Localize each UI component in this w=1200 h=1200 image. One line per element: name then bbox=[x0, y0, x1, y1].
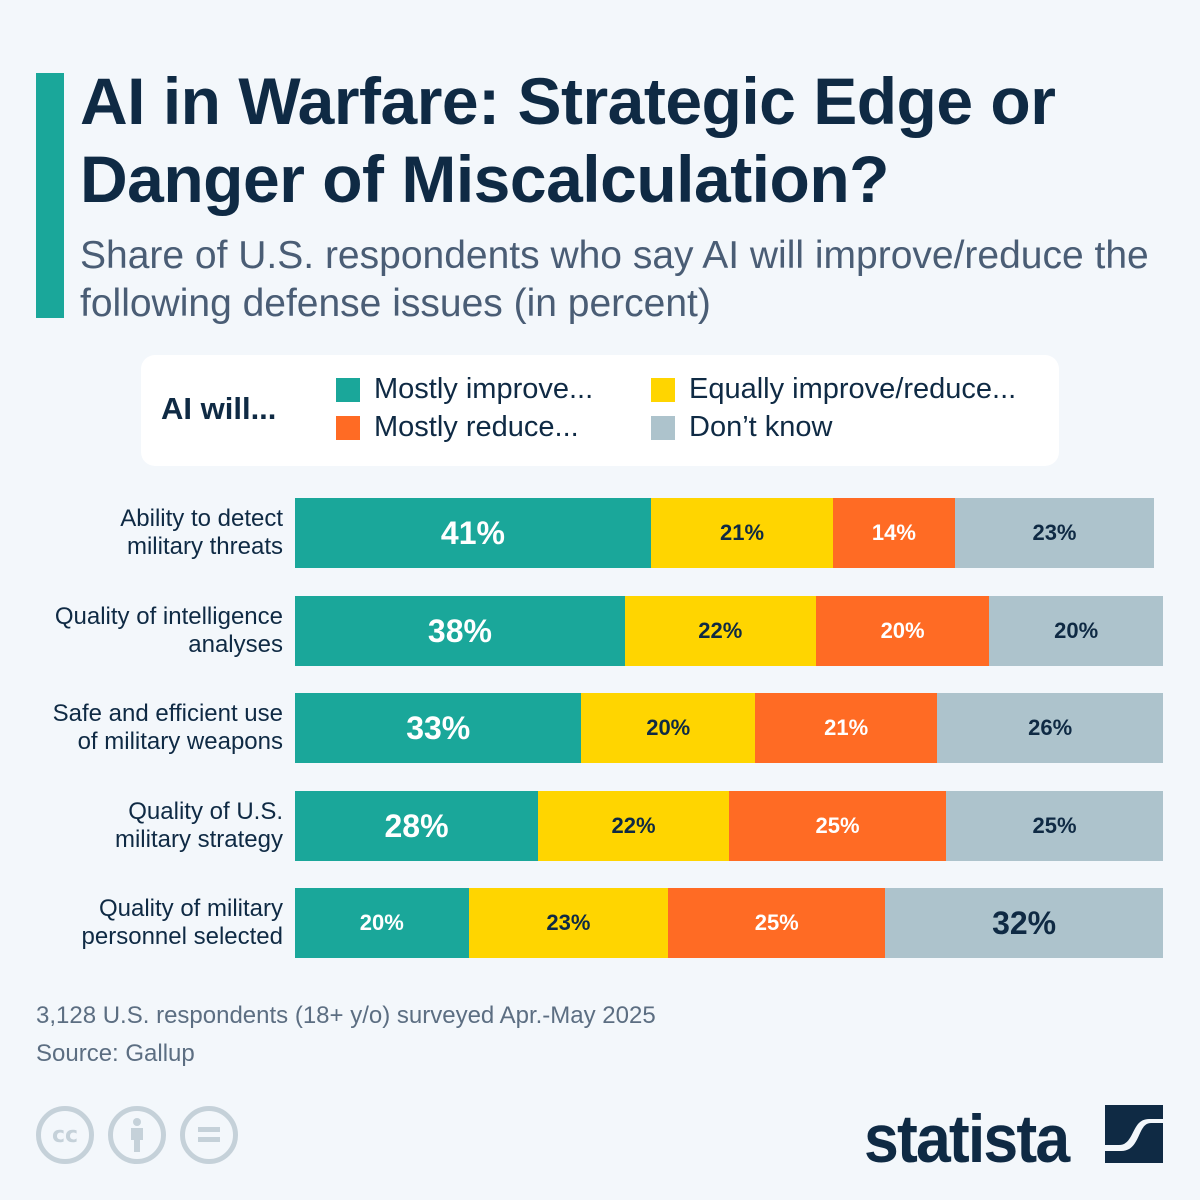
data-label: 20% bbox=[646, 715, 691, 740]
category-label-line: Quality of military bbox=[98, 895, 283, 922]
legend-swatch bbox=[651, 377, 675, 402]
bar-segment: 28% bbox=[295, 791, 539, 861]
bar-segment: 41% bbox=[295, 498, 651, 568]
legend-title: AI will... bbox=[161, 391, 277, 426]
page-title: AI in Warfare: Strategic Edge or Danger … bbox=[80, 64, 1056, 216]
data-label: 20% bbox=[359, 910, 404, 935]
data-label: 33% bbox=[406, 709, 471, 746]
bar-segment: 38% bbox=[295, 596, 625, 666]
page-subtitle: Share of U.S. respondents who say AI wil… bbox=[80, 234, 1149, 325]
data-label: 25% bbox=[754, 910, 799, 935]
legend-label: Equally improve/reduce... bbox=[689, 373, 1017, 405]
bar-segment: 22% bbox=[624, 596, 816, 666]
bar-segment: 33% bbox=[295, 693, 582, 763]
category-label: Quality of U.S. military strategy bbox=[0, 798, 283, 854]
data-label: 38% bbox=[427, 612, 492, 649]
bar-segment: 25% bbox=[729, 791, 946, 861]
no-derivatives-icon bbox=[180, 1106, 238, 1164]
legend-label: Mostly improve... bbox=[374, 373, 594, 405]
legend-swatch bbox=[651, 415, 675, 440]
bar-segment: 23% bbox=[468, 888, 669, 958]
data-label: 32% bbox=[992, 904, 1057, 941]
legend-item: Mostly reduce... bbox=[336, 411, 579, 444]
legend-swatch bbox=[336, 377, 360, 402]
title-accent-bar bbox=[36, 73, 64, 318]
data-label: 25% bbox=[815, 813, 860, 838]
category-label-line: Ability to detect bbox=[120, 505, 283, 532]
legend-label: Don’t know bbox=[689, 411, 833, 443]
attribution-icon bbox=[108, 1106, 166, 1164]
statista-logo: statista bbox=[864, 1101, 1070, 1177]
category-label: Safe and efficient use of military weapon… bbox=[0, 700, 283, 756]
legend-item: Equally improve/reduce... bbox=[651, 373, 1016, 406]
legend-label: Mostly reduce... bbox=[374, 411, 579, 443]
category-label: Quality of military personnel selected bbox=[0, 895, 283, 951]
category-label-line: Quality of intelligence bbox=[54, 603, 283, 630]
legend: AI will... Mostly improve... Equally impr… bbox=[141, 355, 1059, 466]
bar-segment: 23% bbox=[954, 498, 1155, 568]
data-label: 26% bbox=[1028, 715, 1073, 740]
cc-icon: cc bbox=[36, 1106, 94, 1164]
category-label: Ability to detect military threats bbox=[0, 505, 283, 561]
bar-segment: 22% bbox=[538, 791, 729, 861]
data-label: 14% bbox=[871, 520, 916, 545]
data-label: 22% bbox=[611, 813, 656, 838]
bar-segment: 14% bbox=[833, 498, 955, 568]
bar-segment: 20% bbox=[815, 596, 990, 666]
data-label: 21% bbox=[824, 715, 869, 740]
category-label-line: military strategy bbox=[114, 826, 283, 853]
category-label: Quality of intelligence analyses bbox=[0, 603, 283, 659]
category-label-line: personnel selected bbox=[81, 923, 283, 950]
category-label-line: Quality of U.S. bbox=[128, 798, 283, 825]
category-label-line: military threats bbox=[126, 533, 283, 560]
data-label: 21% bbox=[719, 520, 765, 545]
data-label: 23% bbox=[1032, 520, 1077, 545]
bar-segment: 25% bbox=[668, 888, 886, 958]
bar-segment: 25% bbox=[946, 791, 1163, 861]
bar-segment: 20% bbox=[989, 596, 1163, 666]
data-label: 20% bbox=[1054, 618, 1099, 643]
statista-logo-mark bbox=[1105, 1105, 1163, 1163]
survey-note: 3,128 U.S. respondents (18+ y/o) surveye… bbox=[36, 1002, 656, 1029]
bar-segment: 32% bbox=[885, 888, 1163, 958]
data-label: 22% bbox=[698, 618, 743, 643]
category-label-line: of military weapons bbox=[77, 728, 283, 755]
legend-item: Mostly improve... bbox=[336, 373, 593, 406]
data-label: 23% bbox=[546, 910, 591, 935]
bar-segment: 20% bbox=[295, 888, 469, 958]
data-label: 28% bbox=[384, 807, 449, 844]
category-label-line: analyses bbox=[188, 631, 283, 658]
data-label: 41% bbox=[440, 514, 505, 551]
data-label: 25% bbox=[1032, 813, 1077, 838]
bar-segment: 21% bbox=[755, 693, 938, 763]
bar-segment: 21% bbox=[650, 498, 834, 568]
legend-swatch bbox=[336, 415, 360, 440]
category-label-line: Safe and efficient use bbox=[52, 700, 283, 727]
legend-item: Don’t know bbox=[651, 411, 832, 444]
source-note: Source: Gallup bbox=[36, 1040, 195, 1067]
bar-segment: 26% bbox=[937, 693, 1163, 763]
bar-segment: 20% bbox=[581, 693, 756, 763]
data-label: 20% bbox=[880, 618, 925, 643]
